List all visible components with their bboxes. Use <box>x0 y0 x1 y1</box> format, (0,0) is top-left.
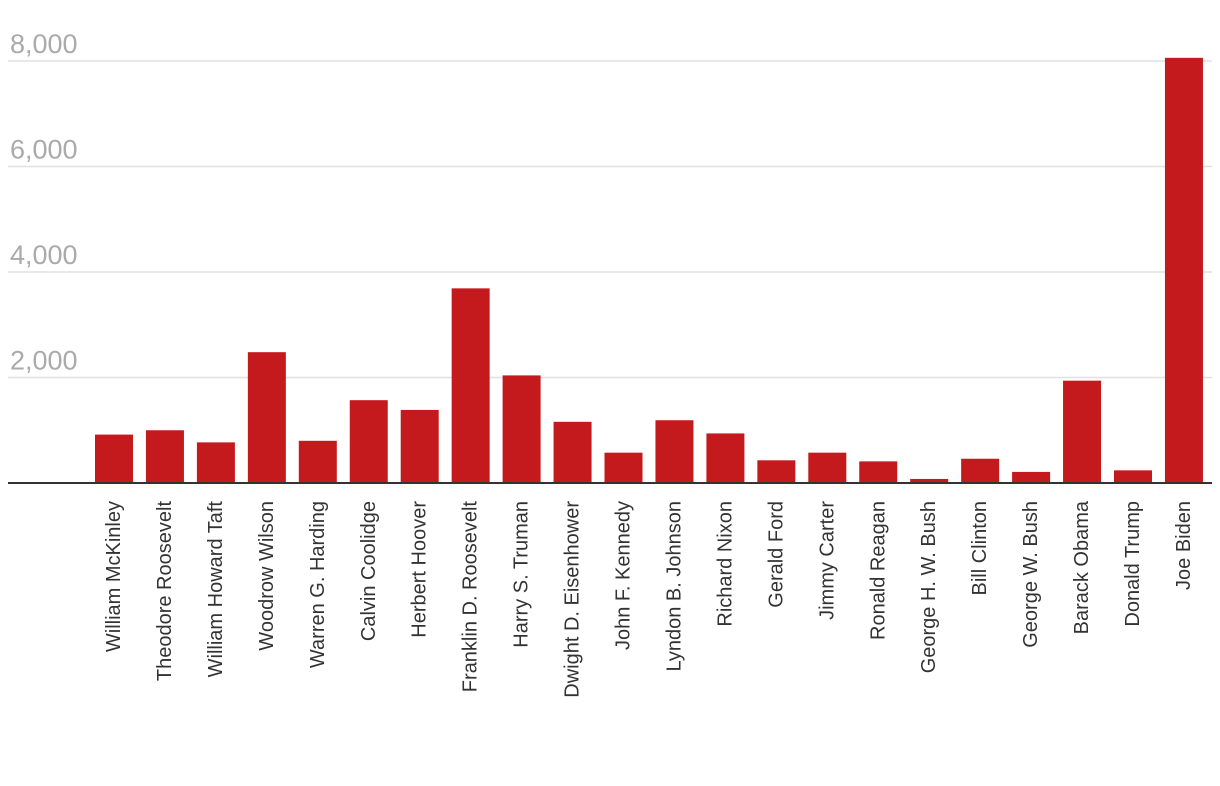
x-tick-label: Warren G. Harding <box>307 501 329 668</box>
bar <box>400 409 439 483</box>
bar <box>196 442 235 483</box>
bar <box>706 433 745 483</box>
bar <box>757 460 796 483</box>
y-tick-label: 4,000 <box>10 240 78 270</box>
y-tick-label: 8,000 <box>10 29 78 59</box>
x-tick-label: Herbert Hoover <box>409 501 431 638</box>
bar <box>1114 470 1152 483</box>
bar <box>298 440 337 483</box>
bar <box>349 400 388 483</box>
gridlines <box>8 60 1212 379</box>
x-tick-label: Bill Clinton <box>969 501 991 595</box>
bar <box>655 420 694 483</box>
x-tick-label: Gerald Ford <box>765 501 787 608</box>
x-tick-label: Franklin D. Roosevelt <box>460 501 482 693</box>
x-tick-label: Joe Biden <box>1173 501 1195 590</box>
x-tick-label: John F. Kennedy <box>613 501 635 650</box>
bar <box>1012 471 1051 483</box>
y-axis-ticks: 2,000 4,000 6,000 8,000 <box>10 29 78 376</box>
bar <box>1164 57 1203 483</box>
x-tick-label: Richard Nixon <box>714 501 736 627</box>
bar <box>95 434 133 483</box>
bars <box>95 57 1203 483</box>
bar <box>451 288 490 483</box>
x-tick-label: Barack Obama <box>1071 500 1093 634</box>
bar <box>553 421 592 483</box>
bar <box>961 458 1000 483</box>
x-tick-label: George W. Bush <box>1020 501 1042 648</box>
x-tick-label: Theodore Roosevelt <box>154 501 176 682</box>
x-tick-label: William McKinley <box>103 501 125 652</box>
x-tick-label: Ronald Reagan <box>867 501 889 640</box>
x-tick-label: George H. W. Bush <box>918 501 940 673</box>
bar <box>502 375 541 483</box>
x-tick-label: William Howard Taft <box>205 501 227 678</box>
bar <box>859 461 898 483</box>
x-tick-label: Harry S. Truman <box>511 501 533 648</box>
bar <box>247 352 286 483</box>
bar <box>1063 380 1102 483</box>
bar <box>808 452 847 483</box>
x-tick-label: Woodrow Wilson <box>256 501 278 651</box>
x-axis-ticks: William McKinley Theodore Roosevelt Willia… <box>103 500 1195 698</box>
x-tick-label: Calvin Coolidge <box>358 501 380 641</box>
x-tick-label: Lyndon B. Johnson <box>663 501 685 672</box>
y-tick-label: 2,000 <box>10 346 78 376</box>
bar <box>910 478 949 483</box>
bar <box>604 452 643 483</box>
y-tick-label: 6,000 <box>10 135 78 165</box>
x-tick-label: Jimmy Carter <box>816 501 838 620</box>
bar <box>145 430 184 483</box>
x-tick-label: Donald Trump <box>1122 501 1144 627</box>
x-tick-label: Dwight D. Eisenhower <box>562 501 584 698</box>
